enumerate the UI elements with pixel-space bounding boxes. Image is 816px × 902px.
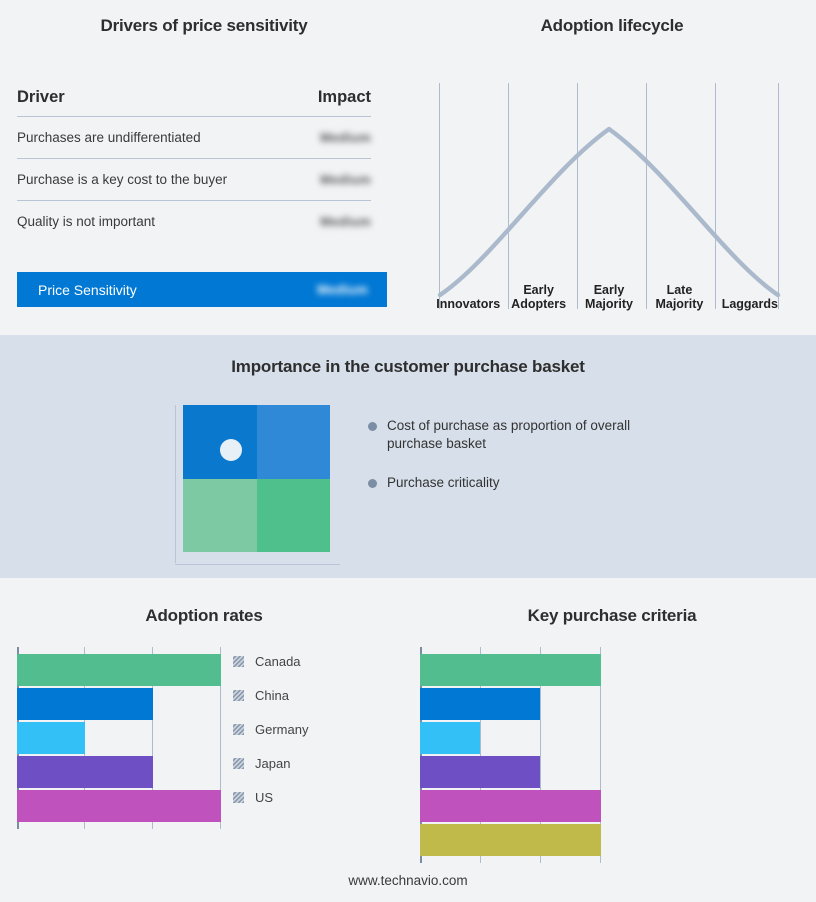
lifecycle-panel-title: Adoption lifecycle bbox=[540, 16, 684, 35]
list-item: Cost of purchase as proportion of overal… bbox=[368, 417, 648, 453]
bar-innovation bbox=[420, 654, 601, 686]
bar-us bbox=[17, 790, 221, 822]
bar-service bbox=[420, 824, 601, 856]
drivers-of-price-sensitivity-panel: Drivers of price sensitivity Driver Impa… bbox=[0, 0, 408, 335]
bullet-icon bbox=[368, 479, 377, 488]
legend-label: China bbox=[255, 687, 289, 703]
hatch-swatch-icon bbox=[233, 723, 244, 735]
bar-row bbox=[17, 654, 221, 686]
adoption-lifecycle-panel: Adoption lifecycle Innovators Early Adop… bbox=[408, 0, 816, 335]
lifecycle-stage-labels: Innovators Early Adopters Early Majority… bbox=[433, 272, 785, 312]
table-row: Quality is not important Medium bbox=[17, 201, 371, 242]
key-purchase-criteria-title: Key purchase criteria bbox=[527, 606, 697, 625]
bell-curve-path bbox=[437, 126, 781, 298]
lifecycle-stage-label: Early Majority bbox=[585, 283, 633, 311]
legend-item: Japan bbox=[233, 747, 308, 779]
lifecycle-stage-dividers bbox=[439, 83, 779, 309]
matrix-y-axis bbox=[175, 405, 176, 563]
bar-row bbox=[420, 722, 624, 754]
bar-quality bbox=[420, 722, 481, 754]
legend-label: Canada bbox=[255, 653, 301, 669]
matrix-quadrants bbox=[183, 405, 330, 552]
hatch-swatch-icon bbox=[233, 689, 244, 701]
price-sensitivity-label: Price Sensitivity bbox=[38, 281, 137, 298]
legend-label: Japan bbox=[255, 755, 291, 771]
legend-item: China bbox=[233, 679, 308, 711]
bar-canada bbox=[17, 654, 221, 686]
impact-value: Medium bbox=[320, 172, 371, 187]
adoption-rates-chart bbox=[17, 647, 221, 829]
table-row: Purchase is a key cost to the buyer Medi… bbox=[17, 159, 371, 201]
bar-row bbox=[17, 688, 221, 720]
lifecycle-stage-label: Late Majority bbox=[655, 283, 704, 311]
driver-label: Purchase is a key cost to the buyer bbox=[17, 172, 228, 187]
bar-china bbox=[17, 688, 154, 720]
bar-row bbox=[420, 824, 624, 856]
lifecycle-bell-curve-chart bbox=[433, 83, 785, 309]
bullet-icon bbox=[368, 422, 377, 431]
bar-row bbox=[17, 722, 221, 754]
importance-legend-label: Purchase criticality bbox=[387, 475, 500, 490]
purchase-basket-matrix-chart bbox=[175, 405, 340, 565]
column-header-impact: Impact bbox=[317, 88, 371, 106]
drivers-panel-title: Drivers of price sensitivity bbox=[100, 16, 308, 35]
hatch-swatch-icon bbox=[233, 757, 244, 769]
table-row: Purchases are undifferentiated Medium bbox=[17, 117, 371, 159]
bar-row bbox=[17, 756, 221, 788]
importance-panel-title: Importance in the customer purchase bask… bbox=[231, 357, 585, 376]
column-header-driver: Driver bbox=[17, 88, 65, 106]
lifecycle-stage-label: Innovators bbox=[436, 297, 501, 311]
bar-relatability bbox=[420, 756, 541, 788]
bar-row bbox=[420, 756, 624, 788]
key-purchase-criteria-bars bbox=[420, 647, 624, 863]
impact-value: Medium bbox=[320, 130, 371, 145]
list-item: Purchase criticality bbox=[368, 474, 648, 492]
importance-legend-label: Cost of purchase as proportion of overal… bbox=[387, 418, 631, 451]
importance-in-purchase-basket-panel: Importance in the customer purchase bask… bbox=[0, 335, 816, 578]
matrix-quadrant-top-right bbox=[256, 405, 330, 479]
bar-japan bbox=[17, 756, 154, 788]
adoption-rates-bars bbox=[17, 647, 221, 829]
adoption-rates-panel: Adoption rates Canada China Germany bbox=[0, 578, 408, 902]
price-sensitivity-impact-value: Medium bbox=[317, 282, 368, 297]
footer-website-url: www.technavio.com bbox=[348, 873, 468, 888]
legend-item: US bbox=[233, 781, 308, 813]
bar-row bbox=[17, 790, 221, 822]
matrix-quadrant-top-left bbox=[183, 405, 257, 479]
legend-label: US bbox=[255, 789, 274, 805]
lifecycle-stage-label: Early Adopters bbox=[511, 283, 567, 311]
matrix-quadrant-bottom-right bbox=[256, 478, 330, 552]
bar-row bbox=[420, 688, 624, 720]
hatch-swatch-icon bbox=[233, 791, 244, 803]
key-purchase-criteria-panel: Key purchase criteria Innovation Price bbox=[408, 578, 816, 902]
importance-legend: Cost of purchase as proportion of overal… bbox=[368, 417, 648, 513]
legend-item: Germany bbox=[233, 713, 308, 745]
bar-row bbox=[420, 654, 624, 686]
driver-label: Quality is not important bbox=[17, 214, 156, 229]
drivers-table: Driver Impact Purchases are undifferenti… bbox=[17, 88, 371, 242]
matrix-position-marker bbox=[220, 439, 242, 461]
hatch-swatch-icon bbox=[233, 655, 244, 667]
adoption-rates-legend: Canada China Germany Japan US bbox=[233, 645, 308, 815]
driver-label: Purchases are undifferentiated bbox=[17, 130, 201, 145]
bar-germany bbox=[17, 722, 85, 754]
matrix-x-axis bbox=[175, 564, 340, 565]
middle-band-background bbox=[0, 335, 816, 578]
matrix-quadrant-bottom-left bbox=[183, 478, 257, 552]
lifecycle-stage-label: Laggards bbox=[721, 297, 778, 311]
legend-item: Canada bbox=[233, 645, 308, 677]
drivers-table-header: Driver Impact bbox=[17, 88, 371, 117]
price-sensitivity-summary-row: Price Sensitivity Medium bbox=[17, 272, 387, 307]
bar-regulatory-compliance bbox=[420, 790, 601, 822]
key-purchase-criteria-chart bbox=[420, 647, 624, 863]
bar-row bbox=[420, 790, 624, 822]
legend-label: Germany bbox=[255, 721, 309, 737]
bar-price bbox=[420, 688, 541, 720]
adoption-rates-title: Adoption rates bbox=[145, 606, 263, 625]
impact-value: Medium bbox=[320, 214, 371, 229]
